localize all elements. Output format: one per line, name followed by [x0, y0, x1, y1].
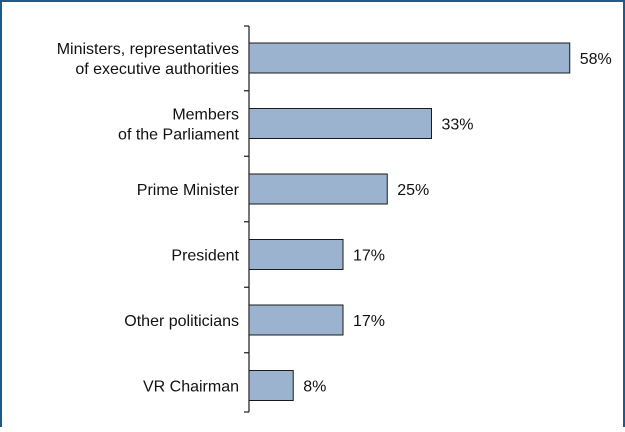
bars-group [248, 42, 571, 401]
category-label: Ministers, representatives [57, 41, 239, 58]
value-label: 33% [441, 117, 473, 134]
category-label: VR Chairman [143, 379, 239, 396]
bar [248, 173, 388, 205]
value-label: 58% [580, 51, 612, 68]
value-label: 25% [397, 182, 429, 199]
bar [248, 42, 571, 74]
bar [248, 304, 344, 336]
category-label: Members [172, 107, 239, 124]
bar [248, 370, 294, 401]
value-labels-group: 58% 33% 25% 17% 17% 8% [303, 51, 612, 396]
category-label: Prime Minister [137, 182, 240, 199]
value-label: 17% [353, 313, 385, 330]
bar [248, 108, 432, 139]
category-label: of executive authorities [75, 61, 239, 78]
bar [248, 239, 344, 270]
category-label: President [171, 248, 239, 265]
category-label: of the Parliament [118, 127, 240, 144]
category-axis [244, 25, 250, 413]
category-label: Other politicians [124, 313, 239, 330]
value-label: 8% [303, 379, 326, 396]
category-labels-group: Ministers, representatives of executive a… [57, 41, 240, 396]
value-label: 17% [353, 248, 385, 265]
